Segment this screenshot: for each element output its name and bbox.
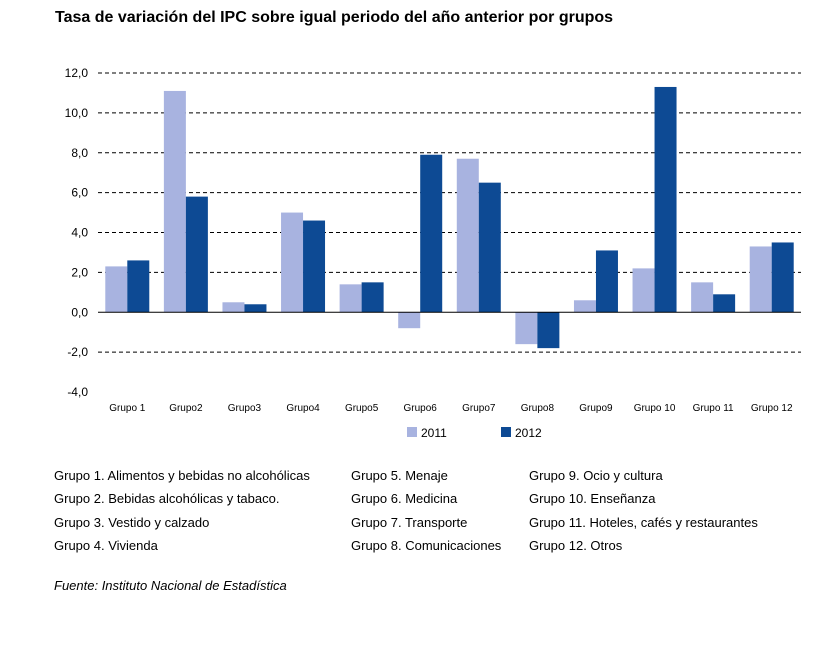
bar-2012 <box>185 196 208 313</box>
x-tick-label: Grupo 10 <box>634 403 676 414</box>
y-tick-label: -4,0 <box>67 385 88 399</box>
group-legend-column-1: Grupo 1. Alimentos y bebidas no alcohóli… <box>54 464 310 557</box>
bar-2011 <box>281 212 304 313</box>
bar-2011 <box>691 282 714 313</box>
bar-2012 <box>361 282 384 313</box>
bar-2012 <box>595 250 618 313</box>
group-legend-item: Grupo 2. Bebidas alcohólicas y tabaco. <box>54 491 280 507</box>
y-tick-label: 2,0 <box>71 265 88 279</box>
bar-2012 <box>127 260 150 313</box>
x-tick-label: Grupo7 <box>462 403 496 414</box>
legend-label-2011: 2011 <box>421 426 447 440</box>
bar-2012 <box>654 86 677 313</box>
legend-swatch-2011 <box>407 427 417 437</box>
x-tick-label: Grupo6 <box>404 403 438 414</box>
bar-chart: 12,0 10,0 8,0 6,0 4,0 2,0 0,0 -2,0 -4,0 Grupo 1 Gr… <box>65 66 801 440</box>
group-legend-item: Grupo 7. Transporte <box>351 514 468 530</box>
group-legend-item: Grupo 11. Hoteles, cafés y restaurantes <box>529 514 758 530</box>
bar-2011 <box>632 268 655 313</box>
bar-2012 <box>478 182 501 313</box>
x-tick-label: Grupo8 <box>521 403 555 414</box>
x-tick-label: Grupo2 <box>169 403 203 414</box>
group-legend-item: Grupo 12. Otros <box>529 537 623 553</box>
legend-swatch-2012 <box>501 427 511 437</box>
x-tick-label: Grupo 1 <box>109 403 146 414</box>
group-legend-item: Grupo 5. Menaje <box>351 468 448 483</box>
bar-2011 <box>339 284 362 313</box>
group-legend-column-3: Grupo 9. Ocio y cultura Grupo 10. Enseña… <box>529 464 758 557</box>
group-legend-item: Grupo 10. Enseñanza <box>529 491 656 507</box>
bar-2012 <box>244 304 267 313</box>
x-tick-label: Grupo9 <box>579 403 613 414</box>
legend-label-2012: 2012 <box>515 426 542 440</box>
group-legend-item: Grupo 1. Alimentos y bebidas no alcohóli… <box>54 468 310 483</box>
y-tick-label: 12,0 <box>65 66 89 80</box>
bar-2012 <box>420 154 443 313</box>
bar-2011 <box>456 158 479 313</box>
x-tick-label: Grupo 11 <box>693 403 734 414</box>
bar-2011 <box>398 312 421 329</box>
source-note: Fuente: Instituto Nacional de Estadístic… <box>54 578 287 593</box>
bar-2012 <box>303 220 326 313</box>
bar-2011 <box>749 246 772 313</box>
group-legend-item: Grupo 4. Vivienda <box>54 537 158 553</box>
y-tick-label: 6,0 <box>71 186 88 200</box>
group-legend-item: Grupo 3. Vestido y calzado <box>54 514 210 530</box>
bar-2012 <box>713 294 736 313</box>
bar-2011 <box>515 312 538 345</box>
group-legend-item: Grupo 6. Medicina <box>351 491 458 507</box>
bar-2011 <box>105 266 128 313</box>
y-tick-label: 8,0 <box>71 146 88 160</box>
group-legend-column-2: Grupo 5. Menaje Grupo 6. Medicina Grupo … <box>351 464 501 557</box>
bar-2011 <box>573 300 596 313</box>
x-tick-label: Grupo5 <box>345 403 379 414</box>
chart-title: Tasa de variación del IPC sobre igual pe… <box>55 9 614 26</box>
y-tick-label: 4,0 <box>71 226 88 240</box>
y-tick-label: 0,0 <box>71 305 88 319</box>
x-tick-label: Grupo 12 <box>751 403 793 414</box>
bar-2011 <box>163 90 186 313</box>
y-tick-label: -2,0 <box>67 345 88 359</box>
y-tick-label: 10,0 <box>65 106 89 120</box>
x-tick-label: Grupo3 <box>228 403 262 414</box>
group-legend-item: Grupo 9. Ocio y cultura <box>529 468 663 483</box>
bar-2012 <box>537 312 560 349</box>
bar-2011 <box>222 302 245 313</box>
group-legend-item: Grupo 8. Comunicaciones <box>351 537 502 553</box>
x-tick-label: Grupo4 <box>286 403 320 414</box>
bar-2012 <box>771 242 794 313</box>
